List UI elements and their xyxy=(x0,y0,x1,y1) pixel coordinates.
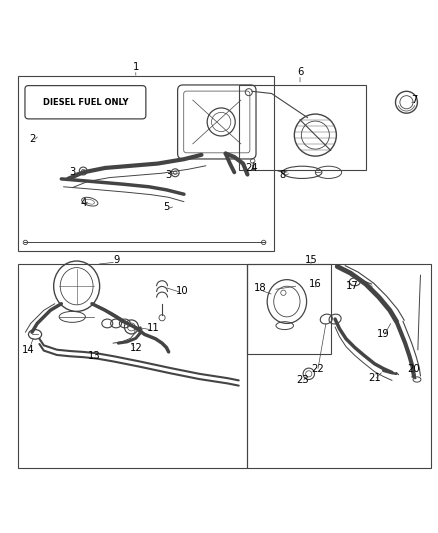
Text: 21: 21 xyxy=(368,373,381,383)
Text: 13: 13 xyxy=(88,351,100,361)
Text: 24: 24 xyxy=(246,163,258,173)
Text: 11: 11 xyxy=(147,323,160,333)
Text: DIESEL FUEL ONLY: DIESEL FUEL ONLY xyxy=(42,98,128,107)
Text: 1: 1 xyxy=(133,62,139,72)
Text: 2: 2 xyxy=(30,134,36,144)
Text: 7: 7 xyxy=(411,95,417,105)
Text: 3: 3 xyxy=(166,169,172,180)
Bar xyxy=(247,264,331,354)
Text: 22: 22 xyxy=(311,365,324,374)
Bar xyxy=(239,85,366,170)
Text: 17: 17 xyxy=(346,281,359,291)
Text: 8: 8 xyxy=(279,169,286,180)
Text: 20: 20 xyxy=(408,365,420,374)
Text: 3: 3 xyxy=(69,167,75,177)
Text: 19: 19 xyxy=(377,329,390,340)
Text: 18: 18 xyxy=(254,284,267,293)
Text: 12: 12 xyxy=(129,343,142,352)
Text: 9: 9 xyxy=(113,255,119,265)
Text: 6: 6 xyxy=(297,67,303,77)
Bar xyxy=(18,76,274,251)
Text: 4: 4 xyxy=(80,198,86,208)
Text: 15: 15 xyxy=(304,255,318,265)
Text: 5: 5 xyxy=(163,203,170,212)
Bar xyxy=(18,264,247,468)
Text: 23: 23 xyxy=(296,375,308,385)
Text: 10: 10 xyxy=(176,286,188,296)
Bar xyxy=(247,264,431,468)
Text: 16: 16 xyxy=(309,279,322,289)
Text: 14: 14 xyxy=(22,345,35,355)
